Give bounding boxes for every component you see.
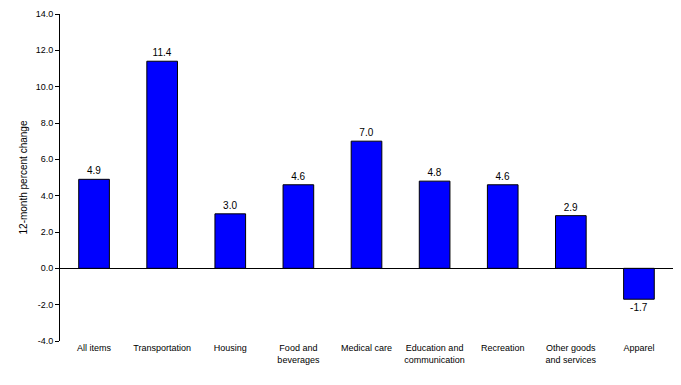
svg-text:7.0: 7.0 (359, 127, 373, 138)
svg-text:All items: All items (77, 343, 112, 353)
svg-text:Recreation: Recreation (481, 343, 525, 353)
svg-text:4.8: 4.8 (427, 167, 441, 178)
svg-text:8.0: 8.0 (41, 118, 54, 128)
svg-text:4.9: 4.9 (87, 165, 101, 176)
svg-text:Education andcommunication: Education andcommunication (404, 343, 465, 365)
svg-text:14.0: 14.0 (36, 9, 54, 19)
svg-text:Medical care: Medical care (341, 343, 392, 353)
svg-text:0.0: 0.0 (41, 263, 54, 273)
svg-text:2.9: 2.9 (564, 202, 578, 213)
svg-text:4.0: 4.0 (41, 191, 54, 201)
svg-text:6.0: 6.0 (41, 154, 54, 164)
svg-text:-4.0: -4.0 (38, 336, 54, 346)
svg-text:Other goodsand services: Other goodsand services (546, 343, 597, 365)
svg-text:Food andbeverages: Food andbeverages (277, 343, 320, 365)
svg-text:Transportation: Transportation (133, 343, 191, 353)
svg-text:4.6: 4.6 (291, 171, 305, 182)
svg-text:12.0: 12.0 (36, 45, 54, 55)
svg-text:Housing: Housing (214, 343, 247, 353)
svg-text:2.0: 2.0 (41, 227, 54, 237)
svg-text:11.4: 11.4 (153, 47, 172, 58)
svg-text:-1.7: -1.7 (630, 302, 648, 313)
svg-text:12-month percent change: 12-month percent change (18, 120, 29, 234)
svg-text:4.6: 4.6 (496, 171, 510, 182)
svg-text:10.0: 10.0 (36, 82, 54, 92)
svg-text:-2.0: -2.0 (38, 300, 54, 310)
svg-text:3.0: 3.0 (223, 200, 237, 211)
svg-text:Apparel: Apparel (623, 343, 654, 353)
